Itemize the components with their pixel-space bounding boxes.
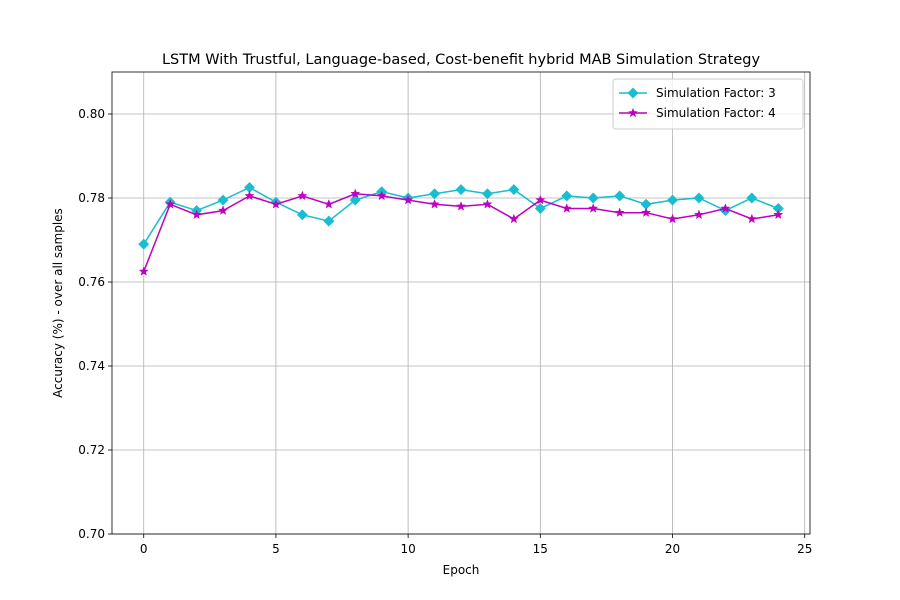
data-point [666,194,679,206]
data-point [270,198,281,209]
data-point [561,203,572,213]
y-tick-label: 0.72 [78,443,105,457]
legend-box [612,78,804,130]
legend: Simulation Factor: 3 Simulation Factor: 4 [612,78,804,130]
data-point [508,184,520,196]
x-axis-ticks: 0 5 10 15 20 25 [140,534,812,556]
data-point [641,207,652,218]
legend-label: Simulation Factor: 3 [656,86,776,100]
series-2 [138,188,784,276]
data-point [429,188,441,200]
legend-marker [627,87,639,99]
x-tick-label: 10 [400,542,415,556]
y-tick-label: 0.76 [78,275,105,289]
data-point [534,202,546,215]
y-tick-label: 0.74 [78,359,105,373]
data-point [746,192,758,204]
data-point [482,198,493,209]
data-point [455,184,467,196]
plot-area-frame [111,71,811,535]
data-point [296,209,308,221]
data-point [693,209,705,220]
data-point [693,192,705,204]
data-point [773,209,784,220]
series-group [138,181,784,276]
data-point [376,190,387,201]
legend-item: Simulation Factor: 4 [619,106,776,120]
data-point [587,192,599,204]
y-axis-label: Accuracy (%) - over all samples [51,208,65,398]
x-tick-label: 20 [665,542,680,556]
y-tick-label: 0.78 [78,191,105,205]
legend-marker [627,107,639,118]
data-point [508,213,519,224]
data-point [138,266,149,276]
data-point [217,205,229,215]
data-point [217,194,229,206]
data-point [403,194,414,205]
data-point [720,203,731,213]
data-point [667,213,678,224]
data-point [455,201,467,211]
x-tick-label: 0 [140,542,148,556]
x-axis-label: Epoch [443,563,480,577]
legend-item: Simulation Factor: 3 [619,86,776,100]
x-tick-label: 15 [533,542,548,556]
data-point [481,188,493,200]
y-tick-label: 0.70 [78,527,105,541]
x-tick-label: 5 [272,542,280,556]
data-point [588,203,599,213]
series-line [143,186,779,245]
y-axis-ticks: 0.70 0.72 0.74 0.76 0.78 0.80 [78,107,112,541]
data-point [323,215,335,227]
data-point [614,190,626,202]
grid [112,72,810,535]
y-tick-label: 0.80 [78,107,105,121]
legend-label: Simulation Factor: 4 [656,106,776,120]
data-point [614,207,625,218]
data-point [138,238,150,250]
data-point [746,213,757,224]
data-point [323,198,334,209]
data-point [165,198,176,209]
series-1 [138,181,784,250]
chart-title: LSTM With Trustful, Language-based, Cost… [162,52,761,68]
data-point [244,190,255,201]
data-point [350,188,361,199]
data-point [429,198,440,209]
data-point [535,194,546,205]
x-tick-label: 25 [797,542,812,556]
data-point [297,190,308,201]
data-point [561,190,573,202]
data-point [191,209,202,220]
